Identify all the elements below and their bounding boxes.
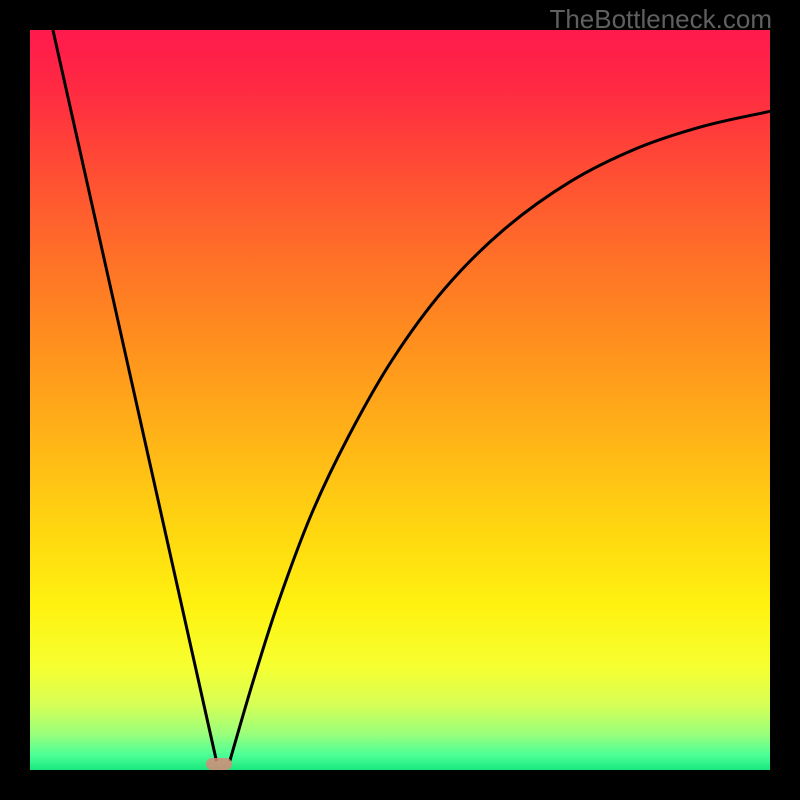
chart-container: TheBottleneck.com	[0, 0, 800, 800]
bottleneck-curve	[30, 30, 770, 770]
watermark-text: TheBottleneck.com	[549, 4, 772, 35]
curve-left-branch	[53, 30, 217, 761]
plot-area	[30, 30, 770, 770]
curve-right-branch	[230, 111, 770, 761]
minimum-marker	[206, 758, 232, 770]
